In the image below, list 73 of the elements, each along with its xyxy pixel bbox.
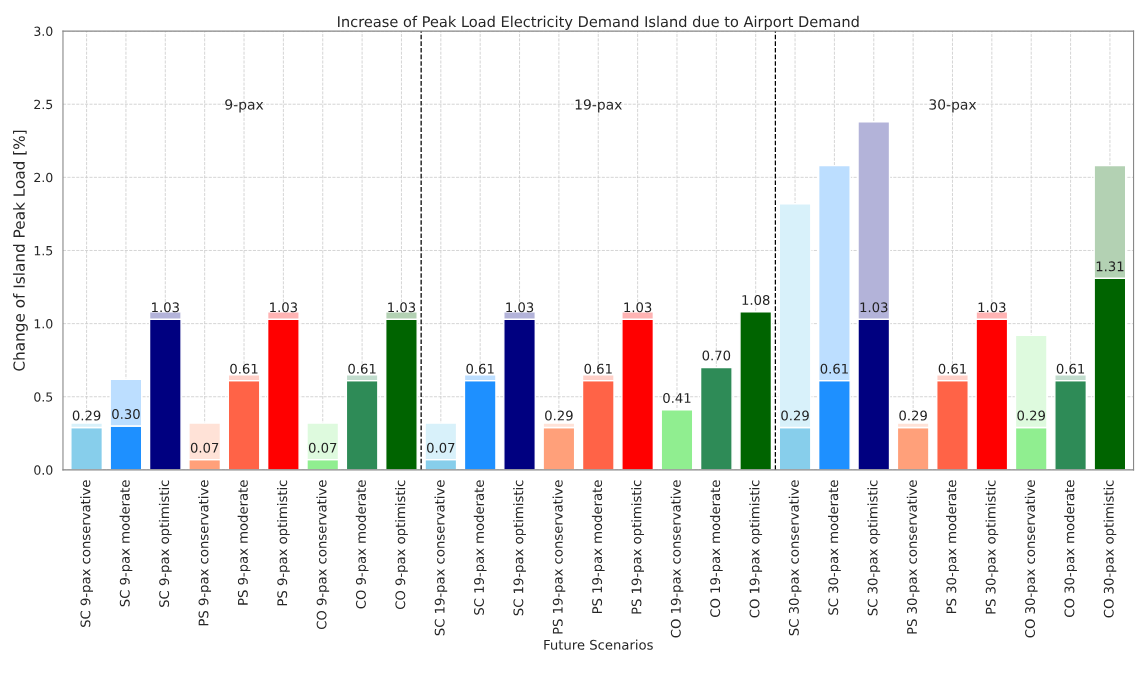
data-label: 1.03 — [978, 302, 1006, 313]
data-label: 0.41 — [663, 392, 691, 403]
x-tick-label: PS 9-pax moderate — [237, 480, 251, 605]
x-tick-label: CO 9-pax conservative — [316, 480, 330, 630]
bar — [542, 426, 576, 470]
y-tick-label: 0.0 — [34, 465, 53, 475]
x-tick-label: SC 30-pax optimistic — [867, 480, 881, 616]
data-label: 0.07 — [427, 442, 455, 453]
data-label: 1.31 — [1096, 261, 1124, 272]
data-label: 0.61 — [938, 363, 966, 374]
annotation: 9-pax — [225, 99, 264, 113]
y-axis-title: Change of Island Peak Load [%] — [13, 130, 28, 371]
x-tick-label: CO 9-pax optimistic — [395, 480, 408, 610]
data-label: 0.29 — [899, 410, 927, 421]
x-tick-label: SC 19-pax optimistic — [513, 480, 526, 616]
x-tick-label: PS 9-pax conservative — [198, 480, 212, 626]
x-tick-label: PS 30-pax optimistic — [985, 480, 999, 614]
data-label: 1.03 — [388, 302, 416, 313]
bar — [699, 366, 733, 470]
data-label: 0.61 — [466, 363, 494, 374]
x-tick-label: CO 19-pax moderate — [709, 480, 723, 617]
y-tick-label: 3.0 — [34, 26, 53, 37]
data-label: 0.07 — [190, 442, 219, 453]
bar — [70, 426, 104, 470]
x-tick-label: SC 30-pax conservative — [788, 480, 802, 636]
data-label: 0.61 — [820, 363, 848, 374]
x-tick-label: CO 19-pax conservative — [670, 480, 684, 638]
annotation: 30-pax — [929, 99, 977, 113]
y-tick-label: 1.0 — [34, 319, 53, 329]
data-label: 1.03 — [624, 302, 652, 313]
x-tick-label: CO 19-pax optimistic — [749, 480, 763, 618]
x-tick-label: PS 19-pax optimistic — [631, 480, 645, 614]
x-tick-label: PS 30-pax conservative — [906, 480, 920, 634]
x-tick-label: CO 30-pax moderate — [1064, 480, 1077, 617]
x-tick-label: CO 9-pax moderate — [355, 480, 369, 609]
data-label: 0.29 — [781, 410, 809, 421]
data-label: 0.61 — [348, 363, 376, 374]
data-label: 0.29 — [72, 410, 101, 421]
x-tick-label: CO 30-pax optimistic — [1103, 480, 1117, 618]
data-label: 1.08 — [742, 294, 770, 305]
bar — [739, 311, 773, 470]
y-tick-label: 2.0 — [34, 172, 53, 183]
data-label: 1.03 — [860, 302, 888, 313]
annotation: 19-pax — [575, 99, 622, 113]
data-label: 1.03 — [270, 302, 298, 313]
data-label: 0.61 — [584, 363, 612, 374]
x-tick-label: PS 19-pax conservative — [552, 480, 566, 634]
x-tick-label: CO 30-pax conservative — [1024, 480, 1038, 638]
x-axis-title: Future Scenarios — [544, 639, 653, 650]
y-tick-label: 1.5 — [34, 246, 53, 256]
data-label: 1.03 — [152, 302, 179, 313]
x-tick-label: SC 19-pax moderate — [473, 480, 487, 615]
bar — [660, 409, 694, 470]
data-label: 0.07 — [308, 442, 337, 453]
x-tick-label: SC 9-pax optimistic — [158, 480, 172, 607]
x-tick-label: SC 9-pax conservative — [80, 480, 93, 627]
x-tick-label: SC 30-pax moderate — [828, 480, 841, 615]
x-tick-label: SC 9-pax moderate — [119, 480, 133, 607]
data-label: 0.29 — [545, 410, 573, 421]
x-tick-label: SC 19-pax conservative — [434, 480, 448, 636]
chart-title: Increase of Peak Load Electricity Demand Island due to Airport Demand — [338, 15, 859, 30]
data-label: 0.61 — [230, 363, 258, 374]
y-tick-label: 2.5 — [34, 99, 53, 110]
data-label: 0.70 — [702, 350, 731, 361]
data-label: 0.29 — [1017, 410, 1045, 421]
data-label: 1.03 — [506, 302, 534, 313]
data-label: 0.61 — [1056, 363, 1085, 374]
data-label: 0.30 — [112, 409, 140, 420]
x-tick-label: PS 9-pax optimistic — [277, 480, 290, 606]
y-tick-label: 0.5 — [34, 392, 53, 402]
x-tick-label: PS 19-pax moderate — [591, 480, 605, 614]
x-tick-label: PS 30-pax moderate — [946, 480, 959, 614]
bar — [896, 426, 930, 470]
